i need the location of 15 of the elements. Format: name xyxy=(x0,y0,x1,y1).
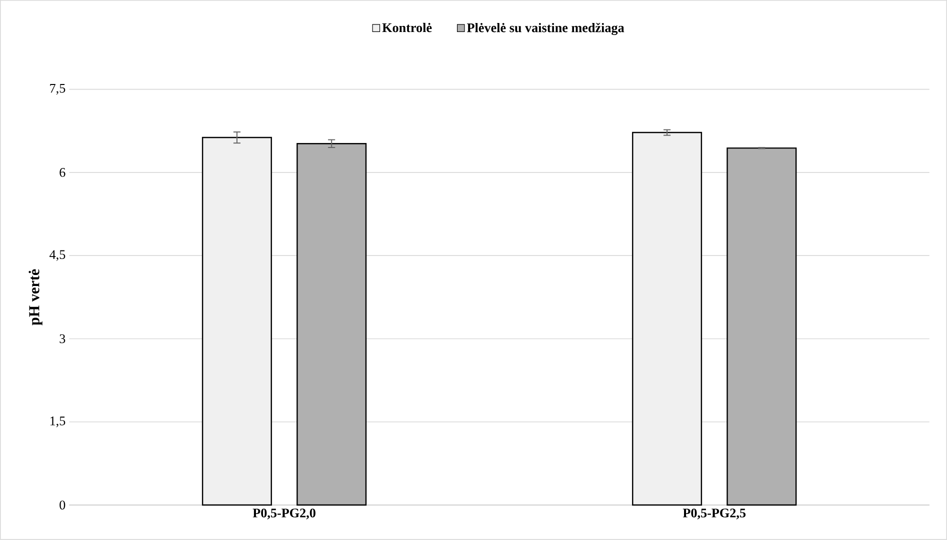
legend-label: Kontrolė xyxy=(382,22,432,32)
y-tick-label: 4,5 xyxy=(50,250,66,261)
bar xyxy=(202,136,272,506)
y-axis-title: pH vertė xyxy=(28,269,42,326)
y-tick-label: 6 xyxy=(60,168,66,177)
bar xyxy=(296,143,367,506)
y-tick-label: 1,5 xyxy=(50,416,66,428)
legend-label: Plėvelė su vaistine medžiaga xyxy=(467,22,624,36)
x-tick-label: P0,5-PG2,0 xyxy=(252,508,316,520)
bar xyxy=(632,132,702,506)
bar xyxy=(726,148,797,506)
y-tick-label: 7,5 xyxy=(50,84,66,95)
y-tick-label: 0 xyxy=(60,500,66,510)
y-tick-label: 3 xyxy=(60,334,66,344)
x-tick-label: P0,5-PG2,5 xyxy=(682,508,746,520)
